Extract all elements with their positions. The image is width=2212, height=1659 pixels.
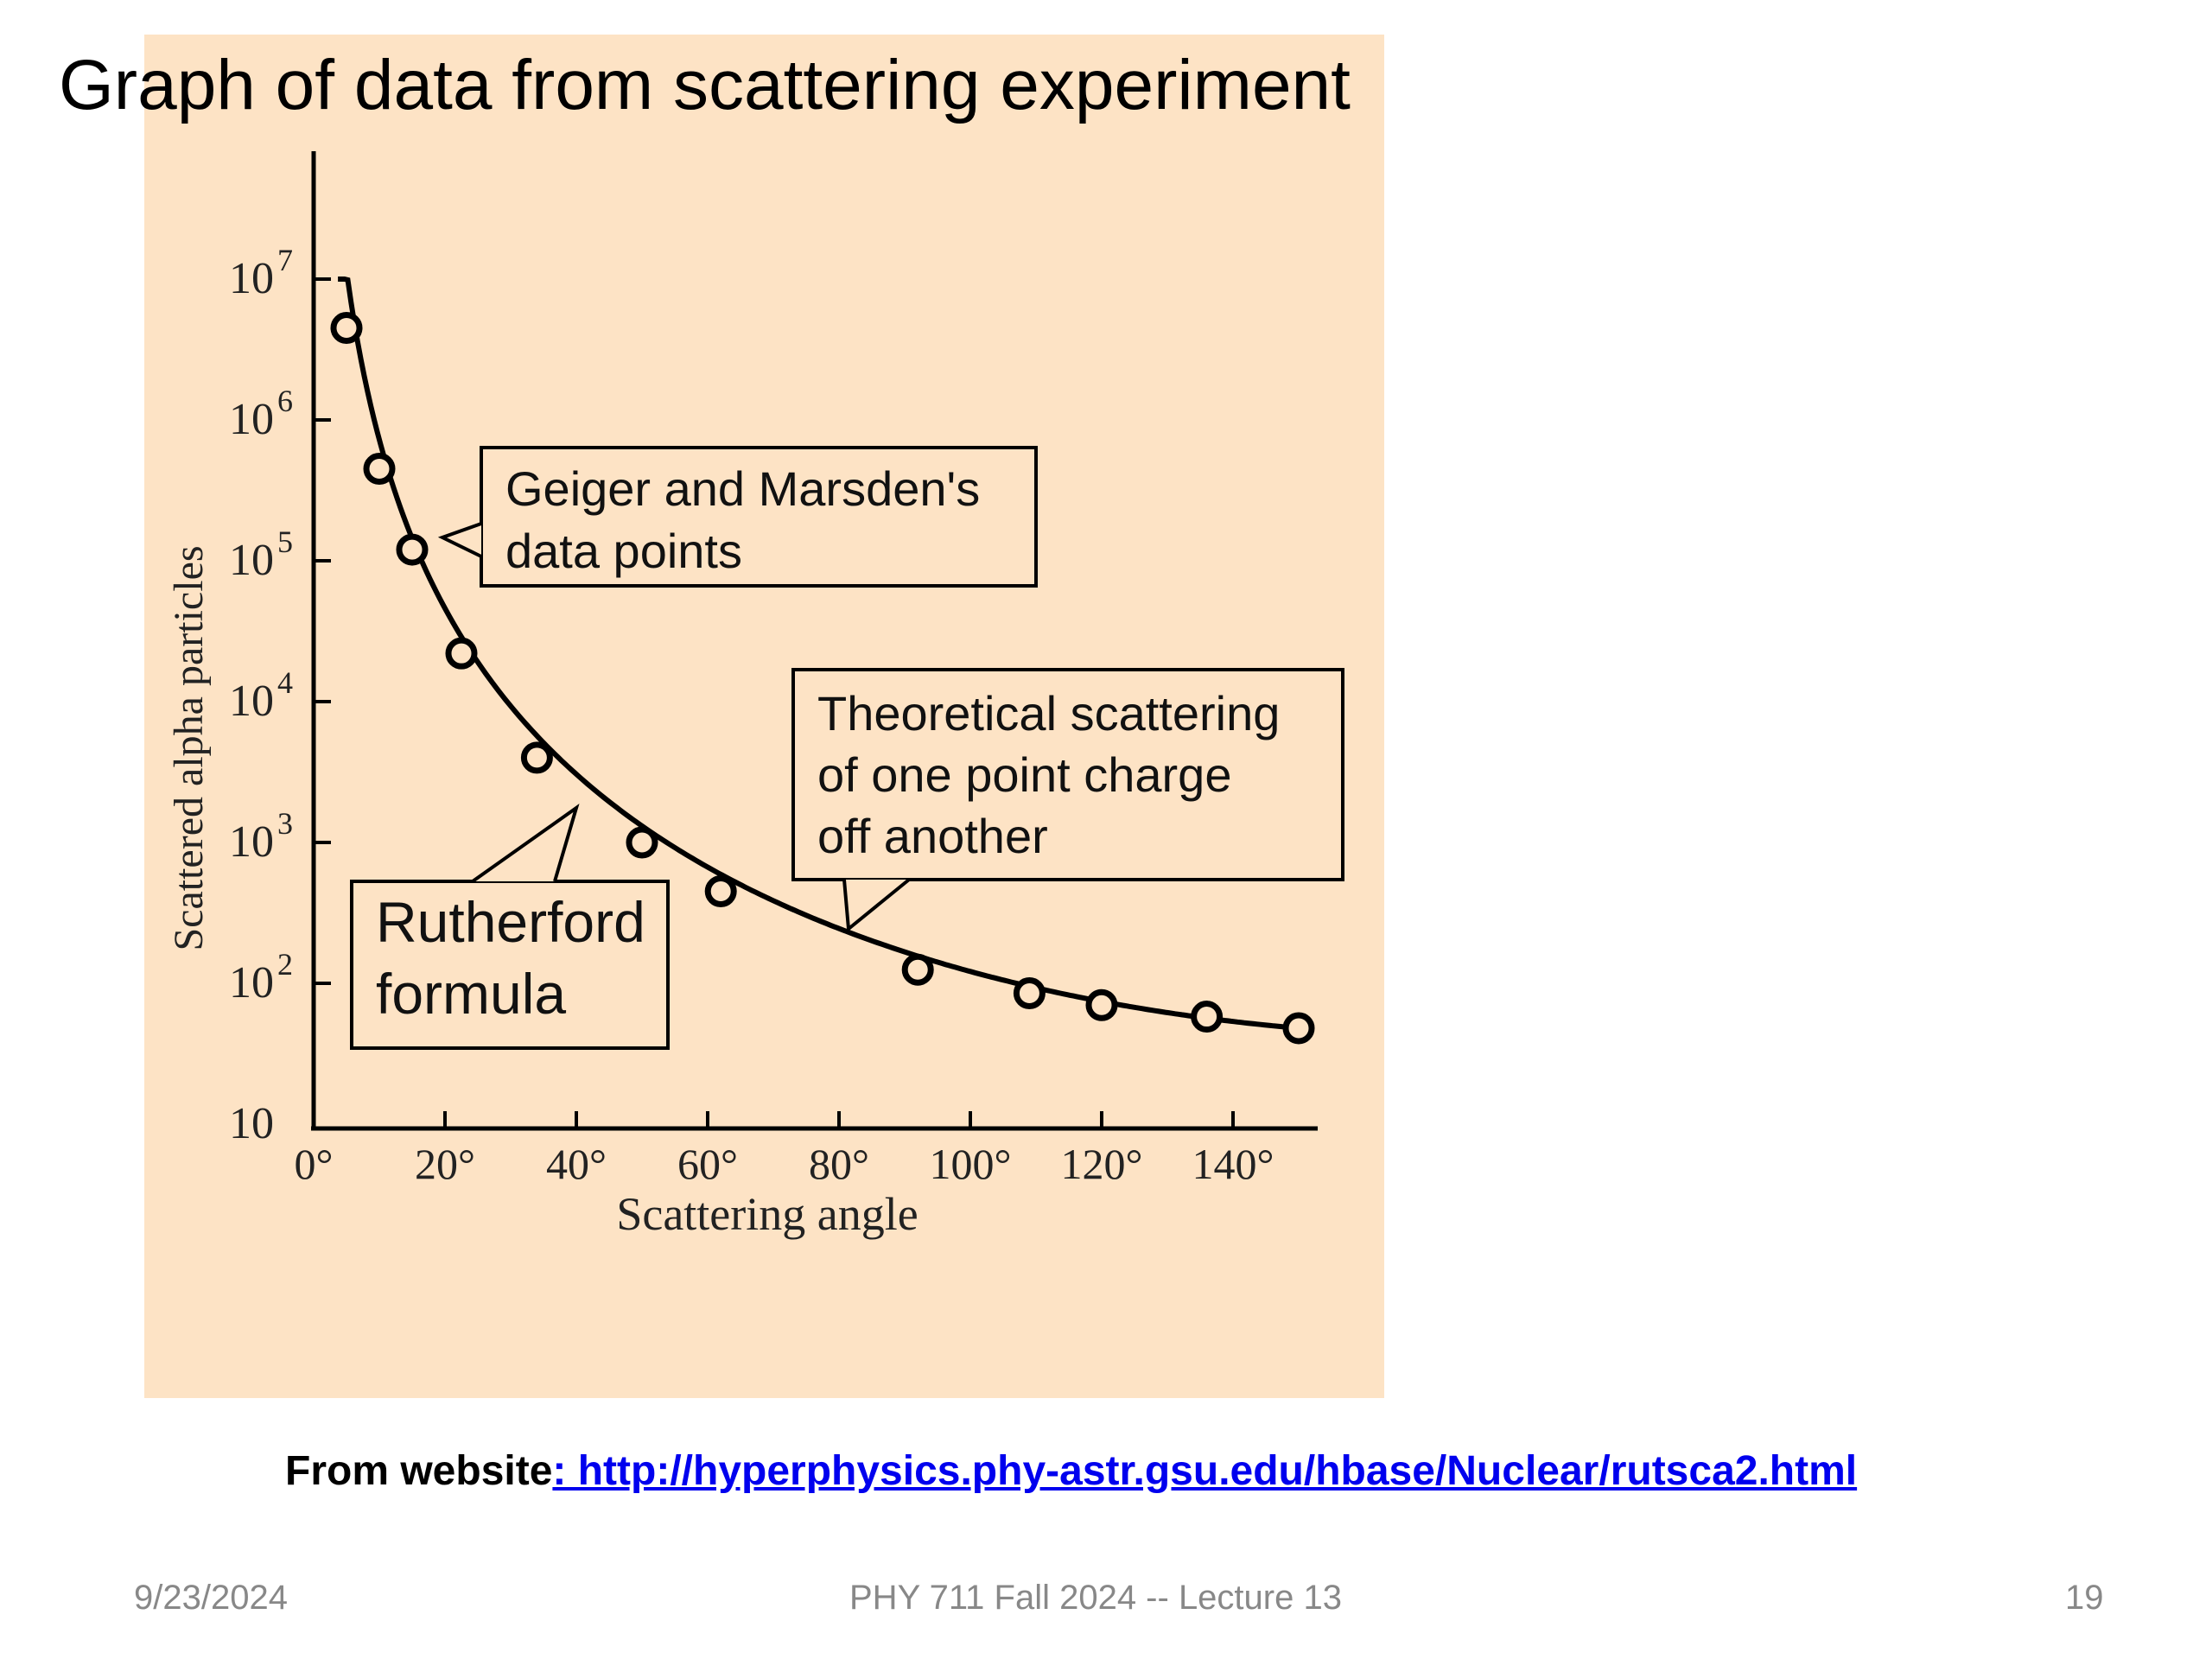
data-point: [520, 741, 553, 774]
y-tick-label: 10: [229, 536, 274, 585]
annotation-theoretical: Theoretical scattering of one point charg…: [791, 668, 1344, 932]
y-tick-label: 10: [229, 677, 274, 726]
x-tick-label: 20°: [415, 1140, 475, 1188]
source-label: From website: [285, 1448, 553, 1494]
y-tick-exponent: 3: [277, 806, 293, 841]
callout-text: Rutherford: [376, 890, 645, 954]
rutherford-curve: [338, 276, 1298, 1031]
y-tick-exponent: 2: [277, 947, 293, 982]
slide-title: Graph of data from scattering experiment: [59, 46, 1351, 124]
callout-pointer: [471, 804, 580, 883]
data-point: [330, 312, 363, 345]
y-tick-exponent: 6: [277, 384, 293, 418]
callout-text: Theoretical scattering: [817, 686, 1280, 741]
data-point: [1282, 1012, 1315, 1045]
source-link[interactable]: : http://hyperphysics.phy-astr.gsu.edu/h…: [552, 1448, 1858, 1494]
callout-text: of one point charge: [817, 747, 1231, 802]
chart-figure: 0° 20° 40° 60° 80° 100° 120° 140° 10 10 2 10 3 10 4 10 5…: [144, 35, 1384, 1398]
data-point: [901, 953, 934, 986]
data-points: [330, 312, 1315, 1045]
y-tick-exponent: 7: [277, 243, 293, 277]
data-point: [396, 533, 429, 566]
callout-text: Geiger and Marsden's: [505, 461, 980, 516]
x-tick-label: 40°: [546, 1140, 607, 1188]
chart-axes: [311, 151, 1318, 1131]
chart-annotations: Geiger and Marsden's data points Theoretic…: [350, 446, 1344, 1050]
x-tick-label: 60°: [677, 1140, 738, 1188]
footer-page-number: 19: [2065, 1579, 2104, 1617]
footer-date: 9/23/2024: [134, 1579, 288, 1617]
x-tick-label: 0°: [295, 1140, 334, 1188]
y-tick-label: 10: [229, 395, 274, 444]
x-tick-label: 100°: [930, 1140, 1012, 1188]
y-tick-label: 10: [229, 958, 274, 1007]
y-tick-label: 10: [229, 254, 274, 303]
annotation-rutherford-formula: Rutherford formula: [350, 804, 670, 1050]
callout-box: [791, 668, 1344, 881]
callout-box: [480, 446, 1038, 588]
data-point: [1013, 977, 1046, 1010]
y-tick-label: 10: [229, 817, 274, 867]
x-axis-label: Scattering angle: [616, 1188, 918, 1240]
callout-pointer: [842, 878, 911, 932]
data-point: [704, 875, 737, 908]
y-tick-label: 10: [229, 1099, 274, 1148]
y-tick-exponent: 4: [277, 665, 293, 700]
x-tick-label: 80°: [809, 1140, 869, 1188]
footer-course: PHY 711 Fall 2024 -- Lecture 13: [849, 1579, 1342, 1617]
data-point: [1191, 1001, 1224, 1033]
source-line: From website: http://hyperphysics.phy-as…: [285, 1447, 1857, 1495]
annotation-geiger-marsden: Geiger and Marsden's data points: [437, 446, 1038, 588]
x-tick-label: 120°: [1061, 1140, 1143, 1188]
data-point: [445, 637, 478, 670]
callout-text: data points: [505, 524, 742, 578]
y-axis-label: Scattered alpha particles: [166, 545, 212, 950]
data-point: [363, 453, 396, 486]
callout-text: formula: [376, 962, 566, 1026]
data-point: [626, 826, 658, 859]
y-tick-exponent: 5: [277, 524, 293, 559]
data-point: [1085, 988, 1118, 1021]
callout-pointer: [437, 522, 482, 558]
x-tick-label: 140°: [1192, 1140, 1274, 1188]
callout-text: off another: [817, 809, 1048, 863]
